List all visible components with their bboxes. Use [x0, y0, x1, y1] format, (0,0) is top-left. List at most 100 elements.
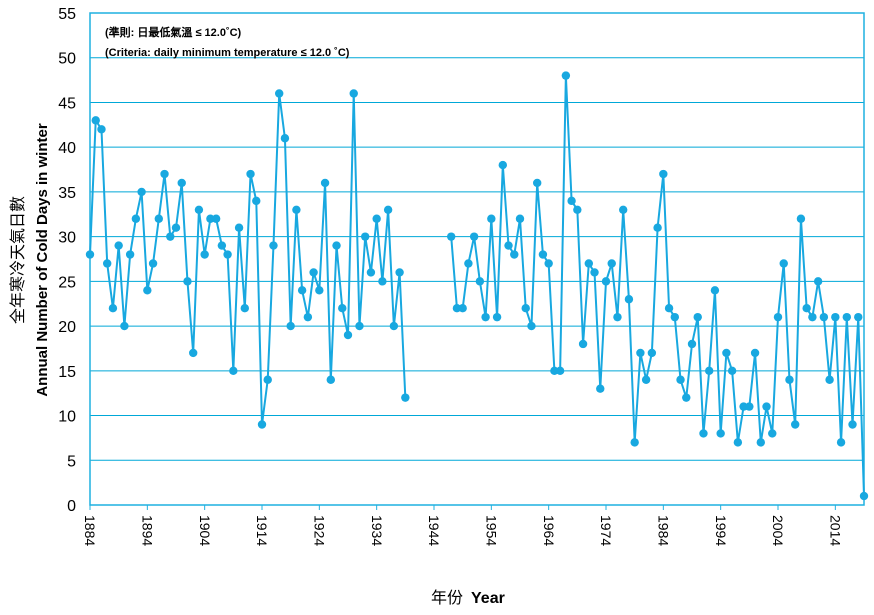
- x-tick-label-1964: 1964: [541, 515, 557, 546]
- data-point-1935: [378, 277, 387, 286]
- x-tick-label-1884: 1884: [82, 515, 98, 546]
- data-point-1926: [326, 375, 335, 384]
- data-point-1954: [487, 214, 496, 223]
- data-point-1960: [521, 304, 530, 313]
- data-point-2010: [808, 312, 817, 322]
- series-cold-days: [85, 71, 869, 501]
- data-point-2013: [825, 375, 834, 384]
- data-point-2012: [819, 312, 829, 322]
- data-point-1922: [303, 312, 313, 322]
- data-point-1970: [578, 339, 588, 349]
- data-point-2006: [785, 375, 794, 384]
- data-point-1990: [693, 312, 702, 322]
- data-point-1908: [223, 250, 232, 259]
- data-point-1956: [498, 160, 507, 170]
- data-point-1921: [297, 286, 307, 295]
- data-point-1957: [504, 241, 513, 250]
- data-point-1888: [108, 304, 118, 313]
- data-point-1966: [555, 366, 565, 376]
- x-tick-label-1934: 1934: [369, 515, 385, 546]
- y-tick-label-0: 0: [67, 498, 76, 515]
- data-point-1969: [573, 205, 582, 214]
- data-point-1977: [619, 205, 628, 214]
- data-point-1987: [676, 375, 685, 384]
- data-point-1929: [343, 330, 353, 340]
- data-point-1997: [733, 438, 743, 447]
- data-point-2016: [842, 312, 851, 322]
- data-point-1948: [452, 304, 462, 313]
- y-axis-label-zh: 全年寒冷天氣日數: [8, 196, 27, 324]
- data-point-1916: [269, 241, 278, 250]
- data-point-1971: [584, 259, 593, 268]
- data-point-1985: [664, 304, 674, 313]
- data-point-1994: [716, 429, 725, 438]
- criteria-note-zh: (準則: 日最低氣溫 ≤ 12.0˚C): [105, 25, 242, 39]
- y-tick-label-40: 40: [58, 140, 76, 157]
- data-point-1988: [682, 393, 691, 402]
- data-point-1919: [286, 321, 295, 331]
- data-point-1955: [492, 312, 502, 322]
- data-point-1930: [349, 89, 358, 98]
- data-point-1895: [148, 259, 158, 268]
- data-point-2004: [773, 312, 783, 322]
- data-point-1951: [469, 232, 479, 241]
- data-point-1924: [315, 286, 324, 295]
- data-point-1931: [355, 321, 364, 331]
- data-point-1980: [636, 348, 645, 358]
- y-tick-label-55: 55: [58, 6, 76, 23]
- data-point-2002: [762, 402, 771, 411]
- data-point-1992: [705, 366, 714, 376]
- data-point-1982: [647, 348, 657, 358]
- data-point-1925: [320, 178, 330, 188]
- data-point-1953: [481, 312, 490, 322]
- data-point-1885: [91, 116, 100, 125]
- y-axis-label-en-group: Annual Number of Cold Days in winter: [34, 123, 51, 397]
- data-point-1983: [653, 223, 662, 232]
- data-point-1967: [561, 71, 571, 80]
- data-point-1952: [475, 277, 485, 286]
- data-point-2000: [750, 348, 760, 358]
- y-tick-label-45: 45: [58, 95, 76, 112]
- data-point-1912: [246, 169, 255, 179]
- data-point-2018: [854, 312, 863, 322]
- data-point-1923: [309, 268, 318, 277]
- data-point-2017: [848, 420, 857, 429]
- data-point-1995: [722, 348, 731, 358]
- data-point-1893: [137, 187, 146, 197]
- y-tick-label-50: 50: [58, 51, 76, 68]
- x-axis-label-en: Year: [471, 590, 505, 607]
- data-point-1962: [533, 178, 542, 188]
- data-point-1915: [263, 375, 272, 384]
- data-point-2007: [791, 420, 800, 429]
- data-point-1891: [125, 250, 135, 259]
- data-point-1973: [596, 384, 605, 393]
- y-axis-label-en: Annual Number of Cold Days in winter: [34, 123, 51, 397]
- data-point-1884: [85, 250, 95, 259]
- data-point-2014: [831, 312, 840, 322]
- data-point-1938: [395, 268, 404, 277]
- data-point-2019: [859, 491, 869, 501]
- x-tick-label-1954: 1954: [483, 515, 499, 546]
- data-point-1928: [338, 304, 347, 313]
- x-tick-label-2014: 2014: [827, 515, 843, 546]
- y-axis-ticks: 0 5 10 15 20 25 30 35 40 45 50 55: [58, 6, 76, 515]
- x-tick-label-1944: 1944: [426, 515, 442, 546]
- data-point-1910: [234, 223, 244, 232]
- data-point-2009: [802, 304, 811, 313]
- x-tick-label-1904: 1904: [197, 515, 213, 546]
- x-tick-label-1994: 1994: [713, 515, 729, 546]
- data-point-1933: [366, 268, 376, 277]
- x-tick-label-1914: 1914: [254, 515, 270, 546]
- data-point-1906: [211, 214, 221, 223]
- data-point-2001: [756, 438, 765, 447]
- y-tick-label-10: 10: [58, 409, 76, 426]
- data-point-1975: [607, 259, 616, 268]
- data-point-1964: [544, 259, 553, 268]
- data-point-1976: [613, 312, 622, 322]
- y-tick-label-5: 5: [67, 453, 76, 470]
- data-point-1903: [194, 205, 204, 214]
- data-point-1991: [699, 429, 708, 438]
- data-point-1904: [200, 250, 209, 259]
- x-axis-ticks: 1884 1894 1904 1914 1924 1934 1944 1954 1964 1974…: [82, 505, 843, 546]
- data-point-1889: [114, 241, 123, 250]
